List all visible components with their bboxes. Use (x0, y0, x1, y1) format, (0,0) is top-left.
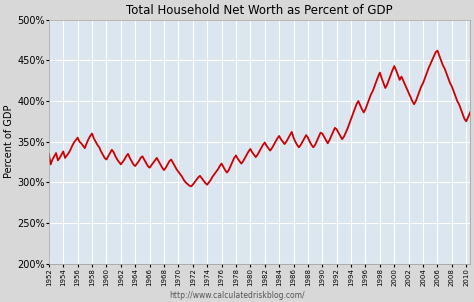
Text: http://www.calculatedriskblog.com/: http://www.calculatedriskblog.com/ (169, 291, 305, 300)
Y-axis label: Percent of GDP: Percent of GDP (4, 105, 14, 178)
Title: Total Household Net Worth as Percent of GDP: Total Household Net Worth as Percent of … (126, 4, 392, 17)
